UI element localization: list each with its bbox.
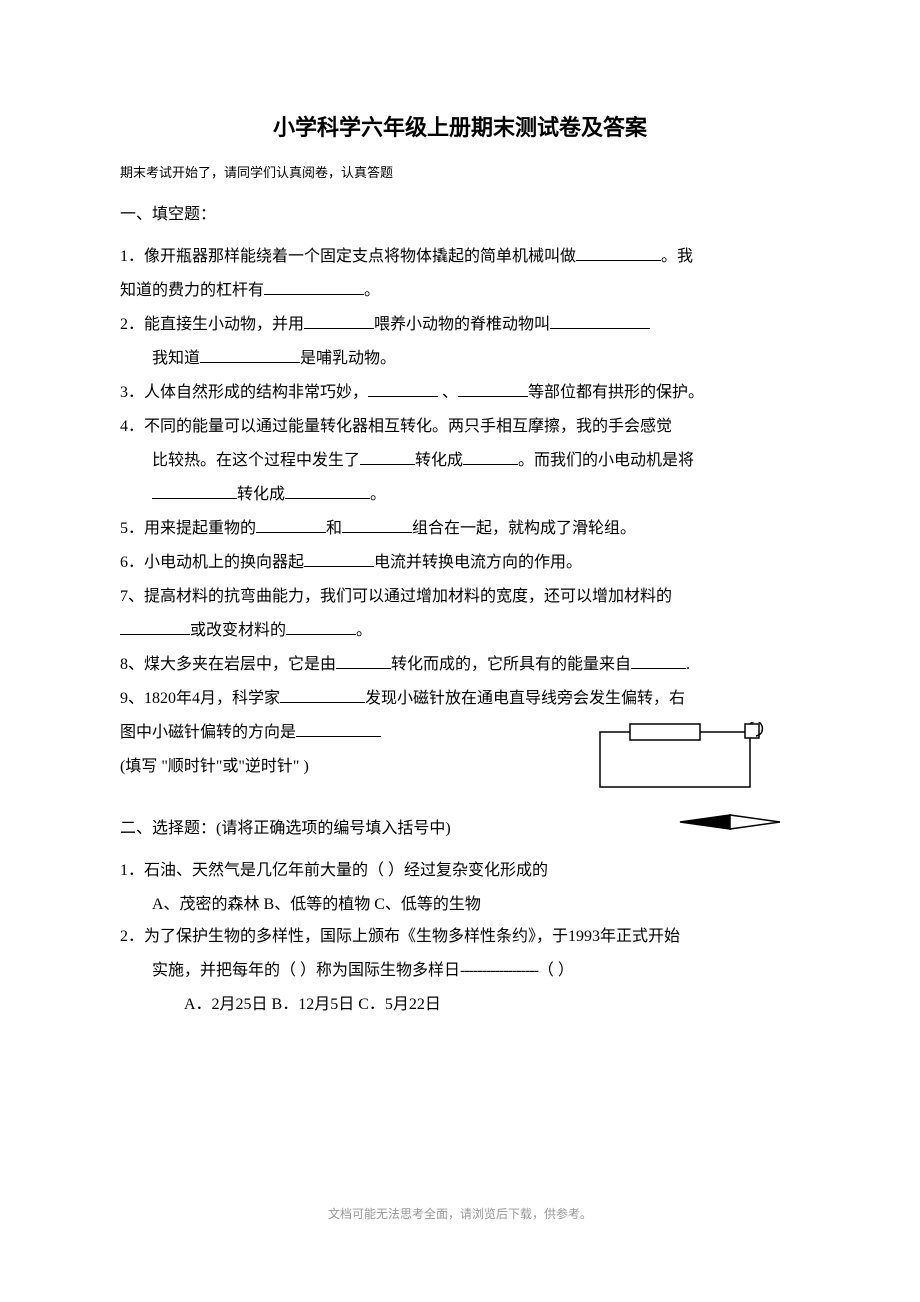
blank[interactable] — [550, 313, 650, 329]
text: . — [686, 656, 690, 673]
text: 8、煤大多夹在岩层中，它是由 — [120, 656, 336, 673]
text: 发现小磁针放在通电直导线旁会发生偏转，右 — [365, 690, 685, 707]
s1-q7-line2: 或改变材料的 。 — [120, 615, 800, 647]
blank[interactable] — [120, 619, 190, 635]
s2-q1-options: A、茂密的森林 B、低等的植物 C、低等的生物 — [120, 889, 800, 921]
blank[interactable] — [285, 483, 370, 499]
s1-q9-line2: 图中小磁针偏转的方向是 — [120, 717, 528, 749]
text: 喂养小动物的脊椎动物叫 — [374, 316, 550, 333]
page-title: 小学科学六年级上册期末测试卷及答案 — [120, 110, 800, 142]
text: 9、1820年4月，科学家 — [120, 690, 280, 707]
text: 5．用来提起重物的 — [120, 520, 256, 537]
s1-q9-line3: (填写 "顺时针"或"逆时针" ) — [120, 751, 528, 783]
blank[interactable] — [304, 551, 374, 567]
blank[interactable] — [368, 381, 438, 397]
text: 。 — [370, 486, 386, 503]
text: 是哺乳动物。 — [300, 350, 396, 367]
blank[interactable] — [304, 313, 374, 329]
text: 、 — [438, 384, 458, 401]
s1-q9-line1: 9、1820年4月，科学家 发现小磁针放在通电直导线旁会发生偏转，右 — [120, 683, 800, 715]
blank[interactable] — [280, 687, 365, 703]
text: 1．像开瓶器那样能绕着一个固定支点将物体撬起的简单机械叫做 — [120, 248, 576, 265]
s1-q2-line1: 2．能直接生小动物，并用 喂养小动物的脊椎动物叫 — [120, 309, 800, 341]
text: 转化成 — [415, 452, 463, 469]
text: 3．人体自然形成的结构非常巧妙， — [120, 384, 368, 401]
text: 或改变材料的 — [190, 622, 286, 639]
s2-q1: 1．石油、天然气是几亿年前大量的（ ）经过复杂变化形成的 — [120, 855, 800, 887]
circuit-diagram — [590, 722, 790, 842]
text: 。 — [356, 622, 372, 639]
blank[interactable] — [152, 483, 237, 499]
s1-q1-line2: 知道的费力的杠杆有 。 — [120, 275, 800, 307]
blank[interactable] — [342, 517, 412, 533]
text: 我知道 — [152, 350, 200, 367]
text: 和 — [326, 520, 342, 537]
text: 转化而成的，它所具有的能量来自 — [391, 656, 631, 673]
s1-q3: 3．人体自然形成的结构非常巧妙， 、 等部位都有拱形的保护。 — [120, 377, 800, 409]
blank[interactable] — [200, 347, 300, 363]
text: 。 — [364, 282, 380, 299]
s1-q8: 8、煤大多夹在岩层中，它是由 转化而成的，它所具有的能量来自. — [120, 649, 800, 681]
battery — [630, 724, 700, 740]
s2-q2-options: A．2月25日 B．12月5日 C．5月22日 — [120, 989, 800, 1021]
s1-q4-line1: 4．不同的能量可以通过能量转化器相互转化。两只手相互摩擦，我的手会感觉 — [120, 411, 800, 443]
s1-q6: 6．小电动机上的换向器起 电流并转换电流方向的作用。 — [120, 547, 800, 579]
s1-q5: 5．用来提起重物的 和 组合在一起，就构成了滑轮组。 — [120, 513, 800, 545]
page-footer: 文档可能无法思考全面，请浏览后下载，供参考。 — [0, 1205, 920, 1222]
text: 图中小磁针偏转的方向是 — [120, 724, 296, 741]
text: 知道的费力的杠杆有 — [120, 282, 264, 299]
text: 转化成 — [237, 486, 285, 503]
blank[interactable] — [360, 449, 415, 465]
compass-needle-icon — [680, 815, 780, 829]
blank[interactable] — [336, 653, 391, 669]
blank[interactable] — [264, 279, 364, 295]
text: 。而我们的小电动机是将 — [518, 452, 694, 469]
blank[interactable] — [463, 449, 518, 465]
text: 比较热。在这个过程中发生了 — [152, 452, 360, 469]
blank[interactable] — [458, 381, 528, 397]
s1-q1-line1: 1．像开瓶器那样能绕着一个固定支点将物体撬起的简单机械叫做 。我 — [120, 241, 800, 273]
section1-header: 一、填空题： — [120, 199, 800, 231]
s2-q2-line2: 实施，并把每年的（ ）称为国际生物多样日------------------（ … — [120, 955, 800, 987]
text: 6．小电动机上的换向器起 — [120, 554, 304, 571]
s1-q4-line2: 比较热。在这个过程中发生了 转化成 。而我们的小电动机是将 — [120, 445, 800, 477]
blank[interactable] — [631, 653, 686, 669]
text: 等部位都有拱形的保护。 — [528, 384, 704, 401]
text: 电流并转换电流方向的作用。 — [374, 554, 582, 571]
blank[interactable] — [576, 245, 661, 261]
s1-q4-line3: 转化成 。 — [120, 479, 800, 511]
s1-q7-line1: 7、提高材料的抗弯曲能力，我们可以通过增加材料的宽度，还可以增加材料的 — [120, 581, 800, 613]
bulb-icon — [745, 722, 762, 738]
text: 2．能直接生小动物，并用 — [120, 316, 304, 333]
blank[interactable] — [256, 517, 326, 533]
text: 。我 — [661, 248, 693, 265]
blank[interactable] — [296, 721, 381, 737]
text: 组合在一起，就构成了滑轮组。 — [412, 520, 636, 537]
text: 实施，并把每年的（ ）称为国际生物多样日 — [152, 962, 460, 979]
text: （ ） — [538, 962, 574, 979]
dashes: ------------------ — [460, 962, 538, 979]
exam-subtitle: 期末考试开始了，请同学们认真阅卷，认真答题 — [120, 162, 800, 181]
blank[interactable] — [286, 619, 356, 635]
s1-q2-line2: 我知道 是哺乳动物。 — [120, 343, 800, 375]
s2-q2-line1: 2．为了保护生物的多样性，国际上颁布《生物多样性条约》，于1993年正式开始 — [120, 921, 800, 953]
